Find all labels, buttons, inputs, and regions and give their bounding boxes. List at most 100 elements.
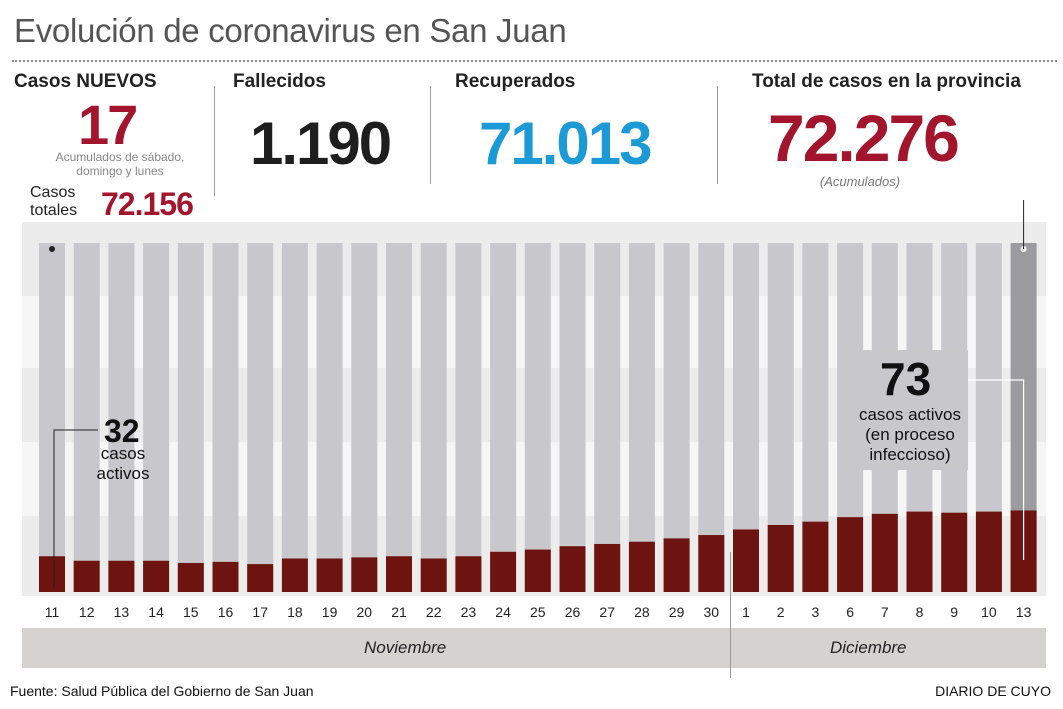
active-bar (455, 556, 482, 592)
active-bar (212, 561, 239, 592)
active-bar (177, 562, 204, 592)
totales-label-line-2: totales (30, 202, 78, 219)
nuevos-label: Casos NUEVOS (14, 71, 157, 92)
totales-label-line-1: Casos (30, 184, 76, 201)
total-bar (559, 243, 586, 592)
total-bar (351, 243, 378, 592)
active-bar (386, 556, 412, 592)
x-tick-label: 22 (426, 604, 442, 620)
total-bar (281, 243, 308, 592)
x-tick-label: 8 (916, 604, 924, 620)
last-active-text-3: infeccioso) (869, 445, 951, 464)
active-bar (247, 564, 274, 592)
x-tick-label: 19 (322, 604, 338, 620)
marker-dot (49, 246, 55, 252)
total-bar (108, 243, 135, 592)
active-bar (628, 541, 655, 592)
total-label: Total de casos en la provincia (752, 71, 1021, 92)
separator (717, 86, 718, 184)
active-bar (837, 517, 864, 592)
x-tick-label: 29 (669, 604, 685, 620)
brand-logo: DIARIO DE CUYO (935, 683, 1051, 699)
total-bar (316, 243, 343, 592)
x-tick-label: 1 (742, 604, 750, 620)
x-tick-label: 7 (881, 604, 889, 620)
total-bar (420, 243, 447, 592)
active-bar (663, 538, 690, 592)
total-bar (73, 243, 100, 592)
active-bar (975, 511, 1002, 592)
x-tick-label: 21 (391, 604, 407, 620)
month-label-diciembre: Diciembre (830, 638, 907, 657)
active-bar (802, 521, 829, 592)
total-bar (247, 243, 274, 592)
total-bar (663, 243, 690, 592)
fallecidos-label: Fallecidos (233, 71, 326, 92)
x-tick-label: 24 (495, 604, 511, 620)
last-active-value: 73 (880, 353, 932, 405)
x-tick-label: 27 (599, 604, 615, 620)
nuevos-note-1: Acumulados de sábado, (55, 150, 185, 164)
x-tick-label: 23 (461, 604, 477, 620)
x-tick-label: 17 (252, 604, 268, 620)
x-tick-label: 16 (218, 604, 234, 620)
total-bar (39, 243, 65, 592)
source-note: Fuente: Salud Pública del Gobierno de Sa… (10, 683, 314, 699)
active-bar (490, 551, 517, 592)
x-tick-label: 18 (287, 604, 303, 620)
active-bar (420, 558, 447, 592)
x-tick-label: 12 (79, 604, 95, 620)
x-tick-label: 3 (812, 604, 820, 620)
title-divider (12, 60, 1057, 62)
first-active-value: 32 (104, 413, 140, 449)
active-bar (351, 557, 378, 592)
x-tick-label: 2 (777, 604, 785, 620)
nuevos-value: 17 (78, 93, 138, 156)
first-active-text-1: casos (100, 444, 146, 463)
active-bar (73, 560, 100, 592)
x-tick-label: 10 (981, 604, 997, 620)
total-bar (524, 243, 551, 592)
fallecidos-value: 1.190 (250, 110, 392, 177)
month-divider (730, 552, 731, 678)
separator (214, 86, 215, 196)
total-bar (143, 243, 170, 592)
x-tick-label: 30 (704, 604, 720, 620)
last-active-text-2: (en proceso (865, 425, 955, 444)
recuperados-label: Recuperados (455, 71, 576, 92)
leader-line (53, 429, 98, 588)
active-bar (524, 549, 551, 592)
active-bar (316, 558, 343, 592)
total-bar (628, 243, 655, 592)
x-tick-label: 13 (114, 604, 130, 620)
month-label-noviembre: Noviembre (364, 638, 447, 657)
active-bar (143, 560, 170, 592)
active-bar (698, 535, 725, 592)
annotation-box (842, 350, 968, 470)
leader-line (968, 379, 1025, 560)
x-tick-label: 25 (530, 604, 546, 620)
total-bar (386, 243, 412, 592)
x-tick-label: 15 (183, 604, 199, 620)
x-tick-label: 14 (148, 604, 164, 620)
recuperados-value: 71.013 (479, 110, 653, 177)
x-tick-label: 11 (45, 604, 60, 620)
total-bar (177, 243, 204, 592)
active-bar (871, 513, 898, 592)
nuevos-note-2: domingo y lunes (76, 164, 164, 178)
separator (430, 86, 431, 184)
x-tick-label: 28 (634, 604, 650, 620)
x-tick-label: 6 (846, 604, 854, 620)
active-bar (39, 556, 65, 592)
total-value: 72.276 (768, 101, 960, 175)
total-bar (490, 243, 517, 592)
x-tick-label: 26 (565, 604, 581, 620)
active-bar (281, 558, 308, 592)
total-bar (212, 243, 239, 592)
totales-label: Casos totales (30, 184, 77, 220)
first-active-text-2: activos (96, 464, 150, 483)
page-title: Evolución de coronavirus en San Juan (14, 12, 567, 49)
total-note: (Acumulados) (819, 174, 901, 189)
month-bar (22, 628, 1046, 668)
